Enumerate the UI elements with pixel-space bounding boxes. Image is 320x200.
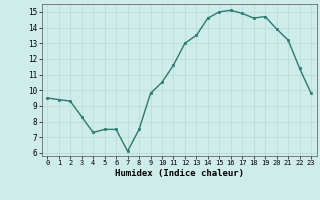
X-axis label: Humidex (Indice chaleur): Humidex (Indice chaleur) — [115, 169, 244, 178]
